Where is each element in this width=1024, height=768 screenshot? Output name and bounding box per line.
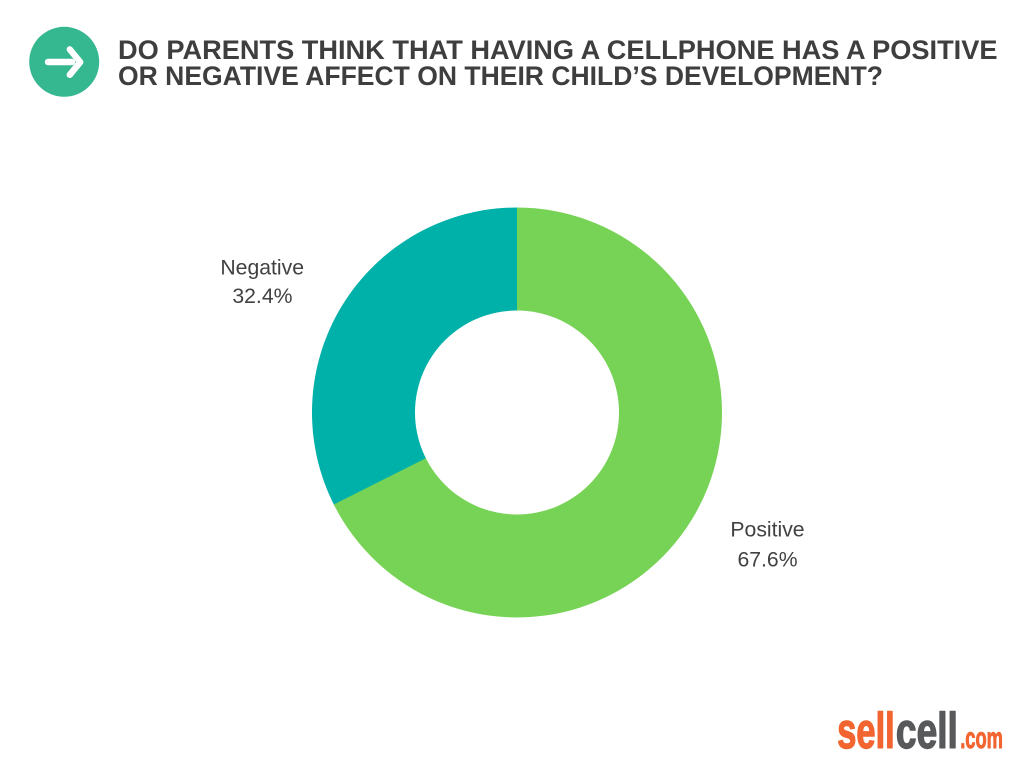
svg-text:67.6%: 67.6%	[737, 548, 797, 571]
svg-text:Negative: Negative	[220, 257, 304, 280]
svg-text:sell: sell	[837, 703, 894, 759]
svg-text:Positive: Positive	[730, 518, 804, 541]
svg-text:OR NEGATIVE AFFECT ON THEIR CH: OR NEGATIVE AFFECT ON THEIR CHILD’S DEVE…	[118, 61, 883, 91]
svg-text:32.4%: 32.4%	[232, 285, 292, 308]
svg-text:cell: cell	[896, 703, 958, 759]
svg-text:.com: .com	[960, 722, 1003, 755]
svg-text:DO PARENTS THINK THAT HAVING A: DO PARENTS THINK THAT HAVING A CELLPHONE…	[118, 35, 998, 65]
